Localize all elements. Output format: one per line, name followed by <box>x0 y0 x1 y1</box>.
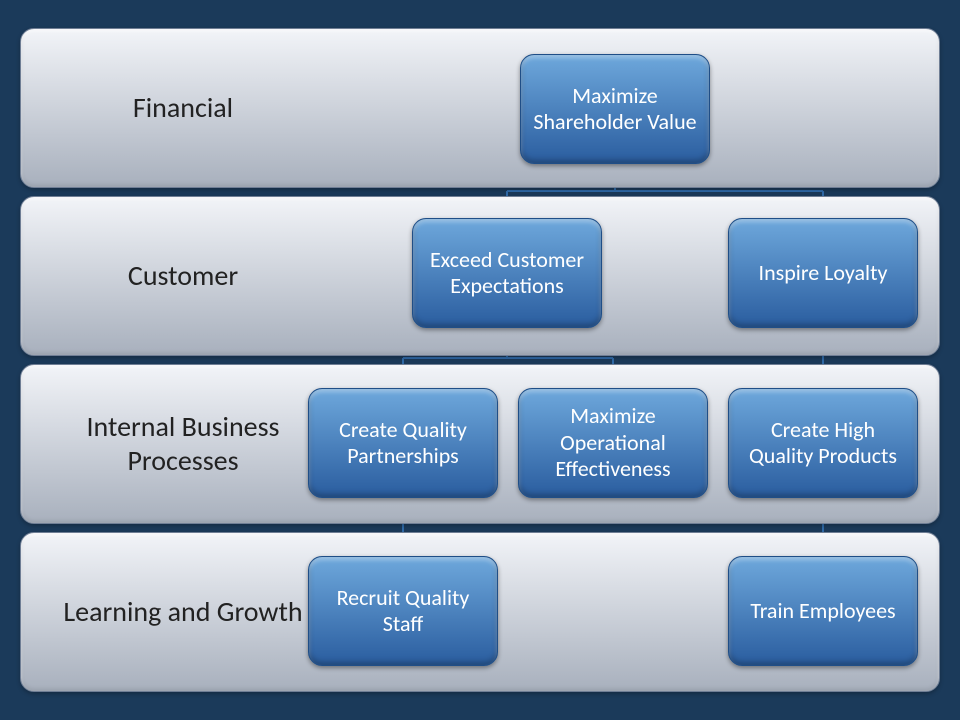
node-label: Exceed Customer Expectations <box>425 247 589 300</box>
node-label: Create High Quality Products <box>741 417 905 470</box>
node-train-employees: Train Employees <box>728 556 918 666</box>
node-label: Recruit Quality Staff <box>321 585 485 638</box>
perspective-row-label: Financial <box>53 91 313 125</box>
perspective-row-label: Customer <box>53 259 313 293</box>
node-maximize-shareholder-value: Maximize Shareholder Value <box>520 54 710 164</box>
perspective-row-label: Internal Business Processes <box>53 410 313 477</box>
node-recruit-quality-staff: Recruit Quality Staff <box>308 556 498 666</box>
node-label: Maximize Operational Effectiveness <box>531 403 695 482</box>
node-inspire-loyalty: Inspire Loyalty <box>728 218 918 328</box>
node-label: Create Quality Partnerships <box>321 417 485 470</box>
perspective-row-label: Learning and Growth <box>53 595 313 629</box>
node-label: Maximize Shareholder Value <box>533 83 697 136</box>
strategy-map: Financial Customer Internal Business Proce… <box>0 0 960 720</box>
node-label: Inspire Loyalty <box>759 260 888 286</box>
perspective-row-financial: Financial <box>20 28 940 188</box>
node-maximize-operational-effectiveness: Maximize Operational Effectiveness <box>518 388 708 498</box>
node-label: Train Employees <box>750 598 895 624</box>
node-exceed-customer-expectations: Exceed Customer Expectations <box>412 218 602 328</box>
node-create-high-quality-products: Create High Quality Products <box>728 388 918 498</box>
node-create-quality-partnerships: Create Quality Partnerships <box>308 388 498 498</box>
